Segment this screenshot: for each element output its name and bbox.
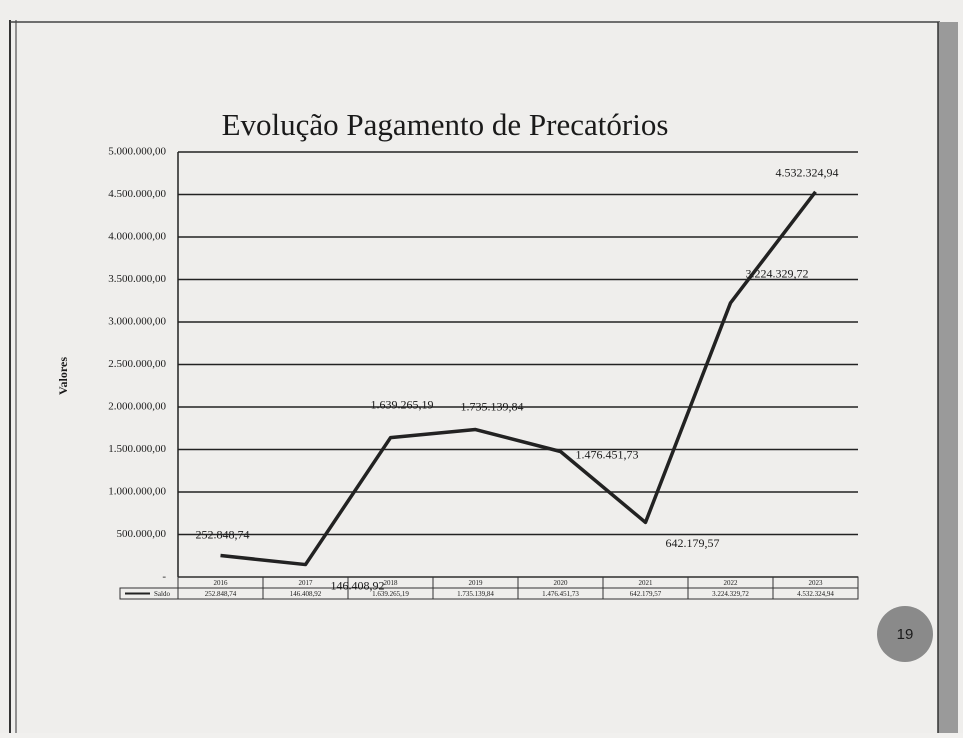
y-tick-label: 4.000.000,00 <box>108 231 166 243</box>
y-axis-label: Valores <box>56 357 70 395</box>
table-value-cell: 252.848,74 <box>205 590 237 598</box>
y-tick-label: - <box>162 571 166 583</box>
legend-label: Saldo <box>154 590 170 598</box>
table-header-cell: 2020 <box>554 579 569 587</box>
y-tick-label: 1.000.000,00 <box>108 486 166 498</box>
table-header-cell: 2021 <box>639 579 654 587</box>
page-badge <box>877 606 933 662</box>
line <box>220 190 817 567</box>
table-value-cell: 1.639.265,19 <box>372 590 409 598</box>
y-tick-label: 3.000.000,00 <box>108 316 166 328</box>
page-number: 19 <box>897 626 914 643</box>
y-tick-label: 500.000,00 <box>117 528 167 540</box>
table-header-cell: 2019 <box>469 579 484 587</box>
table-value-cell: 146.408,92 <box>290 590 322 598</box>
table-value-cell: 1.735.139,84 <box>457 590 494 598</box>
data-label: 3.224.329,72 <box>746 267 809 281</box>
table-header-cell: 2022 <box>724 579 739 587</box>
table-header-cell: 2023 <box>809 579 824 587</box>
data-label: 1.476.451,73 <box>576 447 639 461</box>
y-tick-label: 3.500.000,00 <box>108 273 166 285</box>
table-value-cell: 3.224.329,72 <box>712 590 749 598</box>
y-tick-label: 2.500.000,00 <box>108 358 166 370</box>
y-tick-label: 2.000.000,00 <box>108 401 166 413</box>
chart-title: Evolução Pagamento de Precatórios <box>222 107 669 142</box>
table-header-cell: 2018 <box>384 579 399 587</box>
data-label: 4.532.324,94 <box>776 166 839 180</box>
y-tick-label: 4.500.000,00 <box>108 188 166 200</box>
data-label: 1.639.265,19 <box>371 397 434 411</box>
table-header-cell: 2017 <box>299 579 314 587</box>
table-value-cell: 4.532.324,94 <box>797 590 834 598</box>
border-right <box>938 22 958 733</box>
table-value-cell: 1.476.451,73 <box>542 590 579 598</box>
data-label: 642.179,57 <box>666 536 720 550</box>
y-tick-label: 5.000.000,00 <box>108 146 166 158</box>
data-label: 252.848,74 <box>196 527 250 541</box>
data-label: 146.408,92 <box>331 578 385 592</box>
data-table-row-header <box>119 587 179 600</box>
data-label: 1.735.139,84 <box>461 399 524 413</box>
table-value-cell: 642.179,57 <box>630 590 662 598</box>
table-header-cell: 2016 <box>214 579 229 587</box>
y-tick-label: 1.500.000,00 <box>108 443 166 455</box>
